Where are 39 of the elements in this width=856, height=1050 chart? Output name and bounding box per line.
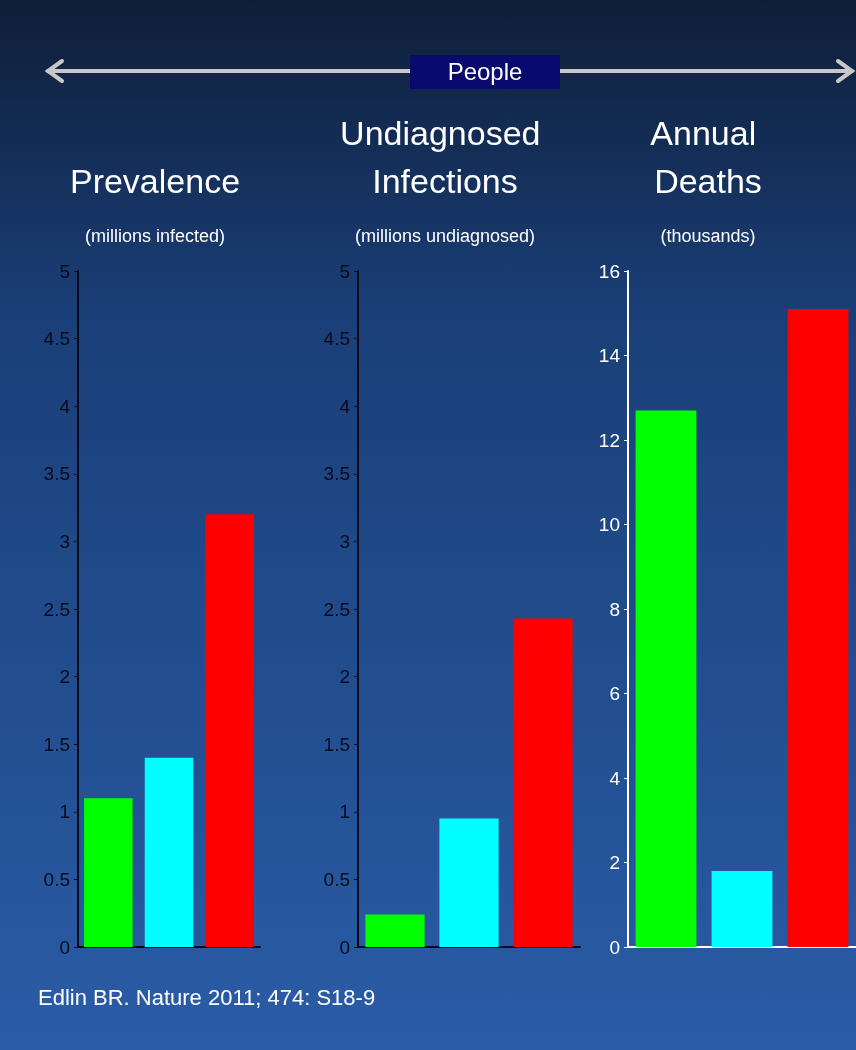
y-tick-label: 1 [59, 801, 70, 823]
y-tick-label: 3.5 [323, 463, 350, 485]
text: People [410, 55, 560, 89]
y-tick-label: 5 [59, 260, 70, 282]
y-tick-label: 2.5 [323, 598, 350, 620]
y-tick-label: 8 [609, 598, 620, 620]
y-tick-label: 0 [59, 936, 70, 958]
chart-subtitle: (millions undiagnosed) [354, 226, 536, 246]
y-tick-label: 0 [339, 936, 350, 958]
y-tick-label: 12 [598, 429, 620, 451]
chart-subtitle: (millions infected) [84, 226, 226, 246]
chart-subtitle: (thousands) [660, 226, 756, 246]
y-tick-label: 16 [598, 260, 620, 282]
y-tick-label: 1.5 [323, 733, 350, 755]
y-tick-label: 1.5 [43, 733, 70, 755]
chart-title: Annual Deaths [650, 114, 766, 200]
y-tick-label: 4.5 [323, 328, 350, 350]
y-tick-label: 0 [609, 936, 620, 958]
y-tick-label: 3 [339, 530, 350, 552]
y-tick-label: 6 [609, 683, 620, 704]
y-tick-label: 3.5 [43, 463, 70, 485]
y-tick-label: 2 [339, 666, 350, 688]
chart-title: Prevalence [69, 162, 241, 200]
chart-title: Undiagnosed Infections [340, 114, 550, 200]
y-tick-label: 2.5 [43, 598, 70, 620]
y-tick-label: 0.5 [43, 868, 70, 890]
y-tick-label: 4 [59, 395, 71, 417]
y-tick-label: 0.5 [323, 868, 350, 890]
y-tick-label: 5 [339, 260, 350, 282]
y-tick-label: 4 [609, 767, 621, 789]
y-tick-label: 1 [339, 801, 350, 823]
y-tick-label: 3 [59, 530, 70, 552]
y-tick-label: 14 [598, 345, 621, 366]
text: Edlin BR. Nature 2011; 474: S18-9 [38, 985, 376, 1011]
y-tick-label: 2 [59, 666, 70, 688]
y-tick-label: 4 [339, 395, 351, 417]
y-tick-label: 10 [598, 514, 620, 535]
y-tick-label: 2 [609, 852, 620, 873]
y-tick-label: 4.5 [43, 328, 70, 350]
